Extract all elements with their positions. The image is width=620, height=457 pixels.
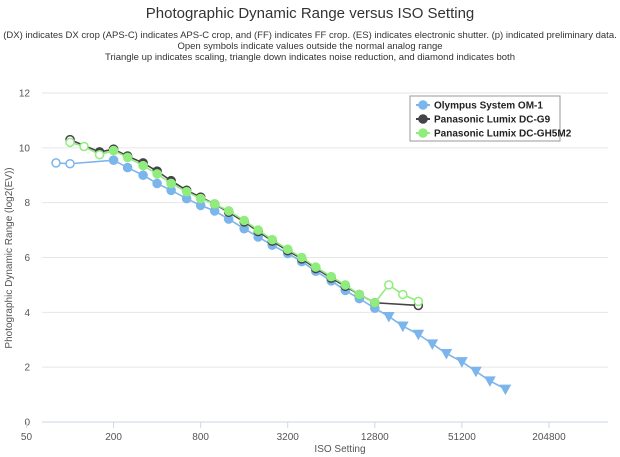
data-point <box>181 186 192 197</box>
legend-label: Panasonic Lumix DC-G9 <box>434 115 551 126</box>
data-point <box>195 193 206 204</box>
data-point <box>152 169 162 179</box>
legend-label: Panasonic Lumix DC-GH5M2 <box>434 129 572 140</box>
data-point <box>326 271 337 282</box>
data-point <box>166 178 176 189</box>
chart-subtitle-line-2: Open symbols indicate values outside the… <box>177 41 442 52</box>
data-point <box>370 297 380 308</box>
x-tick-label: 200 <box>105 432 122 443</box>
data-point <box>122 152 133 163</box>
x-tick-label: 800 <box>192 432 209 443</box>
x-tick-label: 51200 <box>448 432 476 443</box>
data-point <box>354 289 365 300</box>
legend-box <box>409 95 561 142</box>
legend-symbol-marker <box>418 100 428 110</box>
y-axis-ticks: 0 2 4 6 8 10 12 <box>19 89 31 429</box>
x-tick-label: 204800 <box>532 432 566 443</box>
legend-symbol-marker <box>418 114 428 124</box>
data-point <box>413 296 424 307</box>
data-point <box>138 170 148 181</box>
data-point <box>253 225 264 235</box>
data-point <box>470 366 482 378</box>
data-point <box>108 155 119 165</box>
legend: Olympus System OM-1 Panasonic Lumix DC-G9… <box>409 95 572 142</box>
y-tick-label: 6 <box>24 253 30 264</box>
data-point <box>94 149 105 160</box>
x-tick-label: 3200 <box>277 432 300 443</box>
data-point <box>499 384 512 396</box>
data-point <box>209 199 220 209</box>
series-layer <box>51 134 512 396</box>
data-point <box>65 158 75 169</box>
series-1 <box>51 155 512 396</box>
data-point <box>456 357 468 368</box>
y-tick-label: 4 <box>24 308 30 319</box>
grid-lines <box>42 92 608 368</box>
legend-label: Olympus System OM-1 <box>434 101 543 112</box>
data-point <box>396 321 409 333</box>
data-point <box>65 137 75 148</box>
data-point <box>51 158 61 168</box>
data-point <box>484 376 496 387</box>
data-point <box>310 262 321 272</box>
data-point <box>152 178 162 189</box>
data-point <box>138 160 148 171</box>
data-point <box>108 145 119 156</box>
series-line <box>55 159 506 390</box>
series-line <box>69 138 419 307</box>
data-point <box>440 348 453 360</box>
data-point <box>79 141 89 152</box>
data-point <box>426 339 439 350</box>
x-axis-title: ISO Setting <box>314 444 365 455</box>
data-point <box>223 206 234 216</box>
x-tick-label: 50 <box>21 432 33 443</box>
y-tick-label: 2 <box>24 363 30 374</box>
data-point <box>239 215 249 226</box>
data-point <box>412 329 425 341</box>
x-tick-label: 12800 <box>361 432 389 443</box>
data-point <box>267 234 278 245</box>
data-point <box>122 162 133 173</box>
legend-symbol-marker <box>418 128 428 138</box>
data-point <box>282 244 293 255</box>
data-point <box>384 280 394 290</box>
chart-title: Photographic Dynamic Range versus ISO Se… <box>146 5 475 22</box>
y-tick-label: 10 <box>19 143 31 154</box>
y-tick-label: 0 <box>24 418 30 429</box>
y-tick-label: 8 <box>24 198 30 209</box>
series-3 <box>65 137 424 308</box>
data-point <box>382 311 395 323</box>
data-point <box>340 280 351 290</box>
x-axis-ticks: 50 200 800 3200 12800 51200 204800 <box>21 422 566 443</box>
data-point <box>398 289 408 300</box>
y-tick-label: 12 <box>19 89 31 100</box>
chart-subtitle-line-3: Triangle up indicates scaling, triangle … <box>105 52 515 63</box>
y-axis-title: Photographic Dynamic Range (log2(EV)) <box>4 167 15 348</box>
chart-subtitle-line-1: (DX) indicates DX crop (APS-C) indicates… <box>3 30 617 41</box>
data-point <box>296 252 307 263</box>
